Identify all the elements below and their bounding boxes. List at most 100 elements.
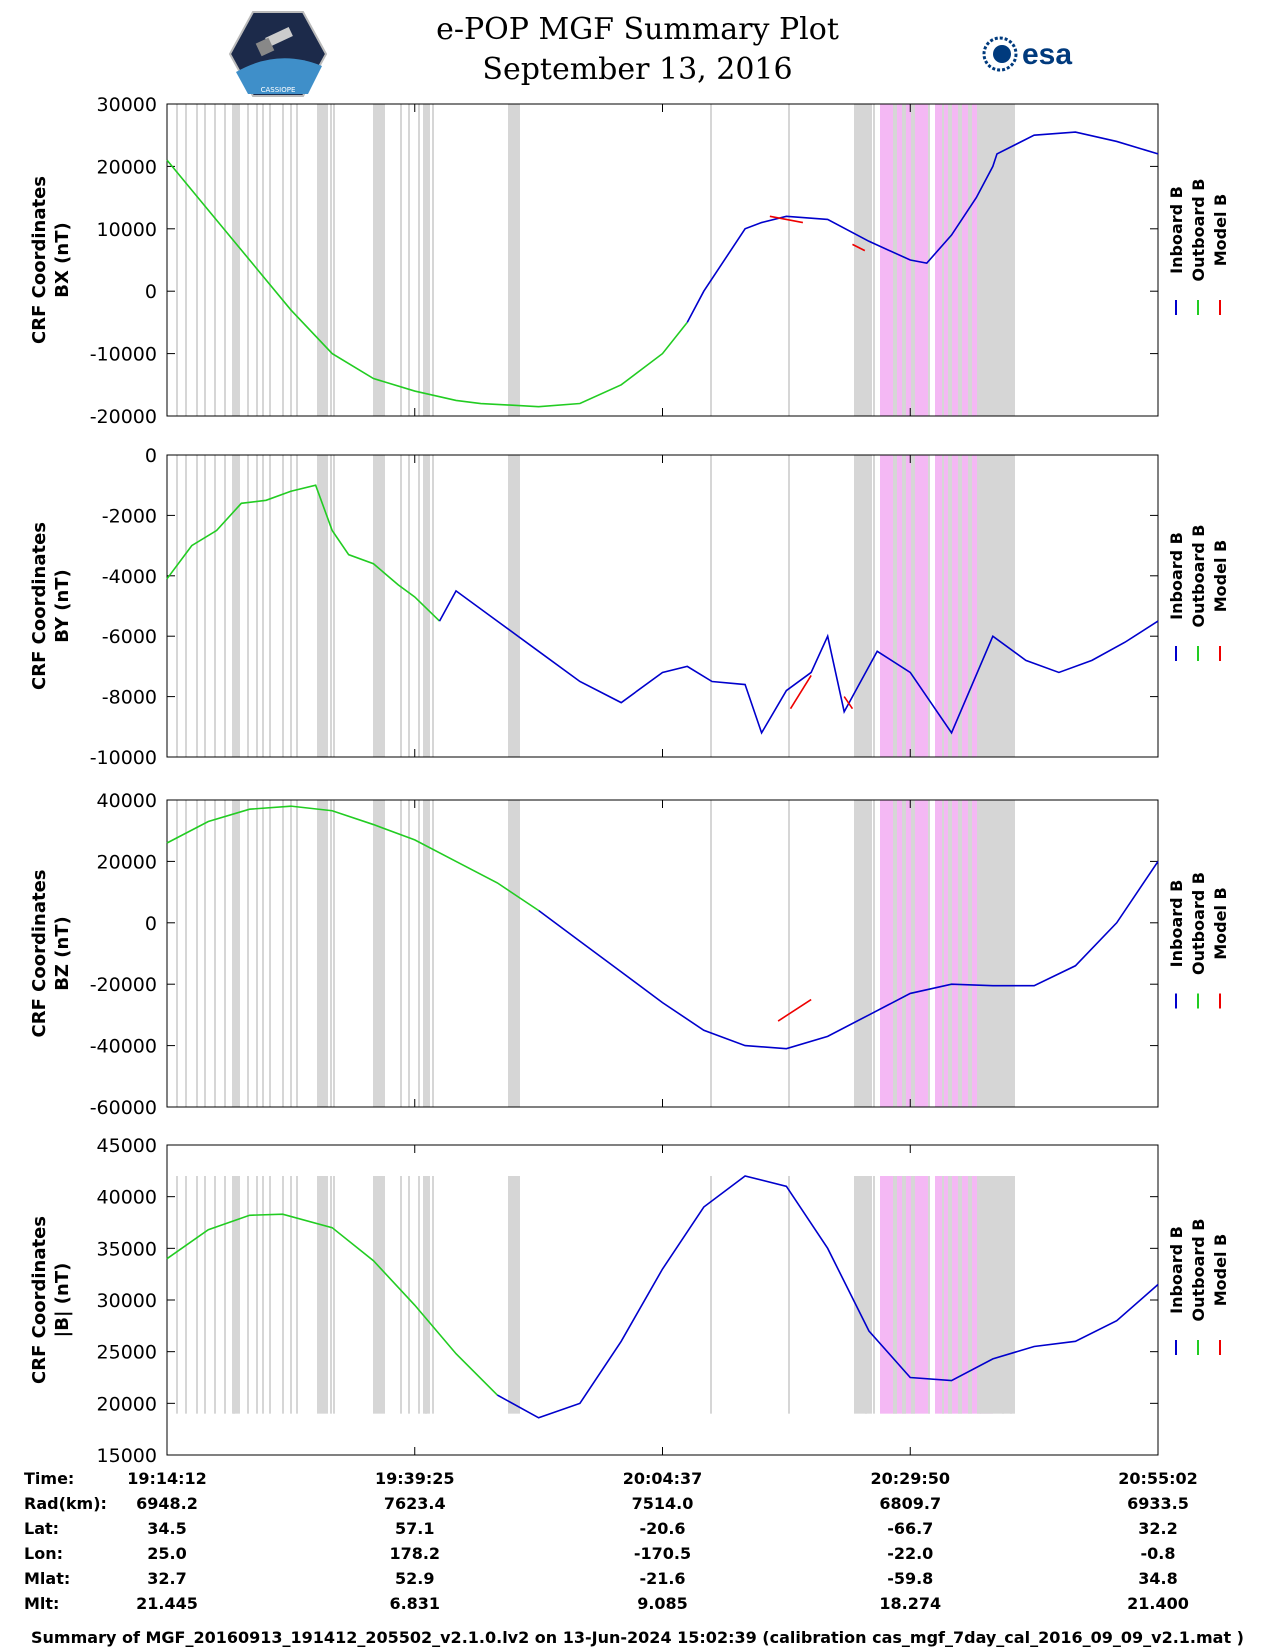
page-title-line1: e-POP MGF Summary Plot xyxy=(436,12,839,47)
gray-band xyxy=(262,455,264,757)
gray-band xyxy=(432,104,434,416)
gray-band xyxy=(400,104,402,416)
gray-band xyxy=(418,104,420,416)
y-axis-label: CRF Coordinates xyxy=(29,870,50,1038)
gray-band xyxy=(968,1176,972,1414)
ephemeris-value: 19:39:25 xyxy=(374,1469,455,1488)
y-tick-label: -10000 xyxy=(90,344,157,366)
legend-label: Model B xyxy=(1211,540,1230,612)
ephemeris-value: 6948.2 xyxy=(136,1494,198,1513)
gray-band xyxy=(262,800,264,1107)
gray-band xyxy=(508,104,520,416)
gray-band xyxy=(247,1176,249,1414)
gray-band xyxy=(508,1176,520,1414)
gray-band xyxy=(296,800,298,1107)
ephemeris-value: 9.085 xyxy=(637,1594,688,1613)
ephemeris-value: 25.0 xyxy=(147,1544,187,1563)
y-tick-label: -4000 xyxy=(102,566,157,588)
legend-label: Outboard B xyxy=(1189,525,1208,628)
ephemeris-value: -66.7 xyxy=(887,1519,934,1538)
gray-band xyxy=(176,455,178,757)
gray-band xyxy=(296,104,298,416)
legend-label: Inboard B xyxy=(1167,1226,1186,1314)
esa-logo-text: esa xyxy=(1022,38,1072,71)
gray-band xyxy=(330,455,332,757)
model-series-line xyxy=(843,696,854,710)
gray-band xyxy=(710,455,712,757)
gray-band xyxy=(710,1176,712,1414)
gray-band xyxy=(408,800,410,1107)
gray-band xyxy=(948,1176,952,1414)
y-tick-label: 20000 xyxy=(97,156,157,178)
ephemeris-value: 32.7 xyxy=(147,1569,187,1588)
gray-band xyxy=(400,455,402,757)
gray-band xyxy=(948,104,952,416)
ephemeris-value: 57.1 xyxy=(395,1519,435,1538)
gray-band xyxy=(1010,455,1012,757)
gray-band xyxy=(968,455,972,757)
gray-band xyxy=(902,800,906,1107)
ephemeris-row-label: Rad(km): xyxy=(24,1494,107,1513)
gray-band xyxy=(710,104,712,416)
gray-band xyxy=(948,455,952,757)
gray-band xyxy=(196,800,198,1107)
gray-band xyxy=(196,455,198,757)
gray-band xyxy=(224,1176,226,1414)
gray-band xyxy=(176,104,178,416)
gray-band xyxy=(269,104,271,416)
y-tick-label: 40000 xyxy=(97,1187,157,1209)
gray-band xyxy=(928,455,930,757)
gray-band xyxy=(865,1176,867,1414)
gray-band xyxy=(256,455,258,757)
legend-label: Inboard B xyxy=(1167,532,1186,620)
gray-band xyxy=(290,800,292,1107)
gray-band xyxy=(1002,455,1004,757)
gray-band xyxy=(400,1176,402,1414)
y-tick-label: -2000 xyxy=(102,505,157,527)
ephemeris-row-label: Mlt: xyxy=(24,1594,60,1613)
gray-band xyxy=(1002,104,1004,416)
gray-band xyxy=(1002,800,1004,1107)
gray-band xyxy=(977,1176,981,1414)
ephemeris-value: 18.274 xyxy=(879,1594,942,1613)
outboard-series-line xyxy=(166,159,688,408)
gray-band xyxy=(232,104,240,416)
gray-band xyxy=(856,104,872,416)
gray-band xyxy=(977,800,981,1107)
gray-band xyxy=(1010,1176,1012,1414)
ephemeris-value: 21.400 xyxy=(1127,1594,1189,1613)
gray-band xyxy=(425,1176,427,1414)
gray-band xyxy=(214,800,216,1107)
gray-band xyxy=(204,1176,206,1414)
ephemeris-value: 20:55:02 xyxy=(1118,1469,1198,1488)
model-series-line xyxy=(852,243,866,252)
gray-band xyxy=(290,104,292,416)
gray-band xyxy=(185,1176,187,1414)
gray-band xyxy=(865,455,867,757)
page-title-line2: September 13, 2016 xyxy=(482,52,793,87)
gray-band xyxy=(977,455,981,757)
esa-logo: esa xyxy=(982,36,1072,72)
ephemeris-value: 7514.0 xyxy=(631,1494,694,1513)
gray-band xyxy=(214,455,216,757)
cassiope-logo-text: CASSIOPE xyxy=(261,86,296,94)
y-axis-label: BY (nT) xyxy=(52,569,73,643)
y-tick-label: 0 xyxy=(145,913,157,935)
outboard-series-line xyxy=(166,1213,498,1396)
gray-band xyxy=(262,1176,264,1414)
gray-band xyxy=(893,800,897,1107)
ephemeris-value: -0.8 xyxy=(1140,1544,1176,1563)
y-axis-label: BX (nT) xyxy=(52,222,73,297)
gray-band xyxy=(204,455,206,757)
legend-label: Outboard B xyxy=(1189,1219,1208,1322)
gray-band xyxy=(980,104,1015,416)
ephemeris-value: 20:04:37 xyxy=(622,1469,703,1488)
gray-band xyxy=(333,455,335,757)
ephemeris-value: 34.5 xyxy=(147,1519,187,1538)
gray-band xyxy=(408,455,410,757)
outboard-series-line xyxy=(166,484,441,622)
gray-band xyxy=(176,1176,178,1414)
gray-band xyxy=(788,455,790,757)
gray-band xyxy=(256,800,258,1107)
legend-label: Inboard B xyxy=(1167,186,1186,274)
